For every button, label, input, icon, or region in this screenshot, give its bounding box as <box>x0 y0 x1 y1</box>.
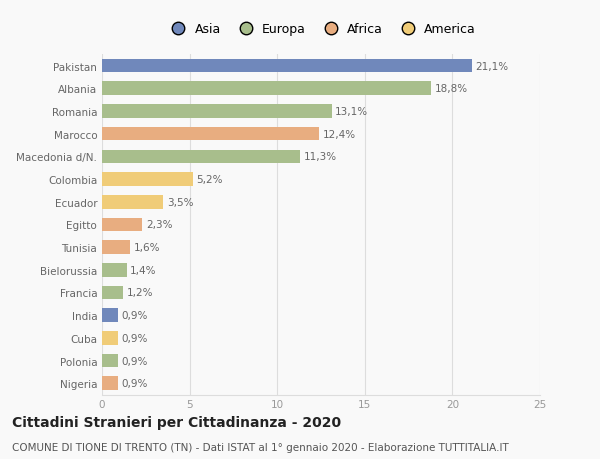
Bar <box>102 309 118 322</box>
Text: 0,9%: 0,9% <box>121 310 148 320</box>
Bar <box>102 196 163 209</box>
Text: 0,9%: 0,9% <box>121 333 148 343</box>
Bar <box>102 354 118 368</box>
Bar <box>102 218 142 232</box>
Bar <box>102 128 319 141</box>
Text: 13,1%: 13,1% <box>335 106 368 117</box>
Text: 21,1%: 21,1% <box>475 62 508 72</box>
Bar <box>102 241 130 254</box>
Text: 11,3%: 11,3% <box>304 152 337 162</box>
Bar <box>102 60 472 73</box>
Bar <box>102 105 332 118</box>
Bar <box>102 377 118 390</box>
Bar <box>102 173 193 186</box>
Text: 3,5%: 3,5% <box>167 197 193 207</box>
Text: COMUNE DI TIONE DI TRENTO (TN) - Dati ISTAT al 1° gennaio 2020 - Elaborazione TU: COMUNE DI TIONE DI TRENTO (TN) - Dati IS… <box>12 442 509 452</box>
Text: 1,2%: 1,2% <box>127 288 153 298</box>
Bar <box>102 331 118 345</box>
Text: 2,3%: 2,3% <box>146 220 172 230</box>
Text: 0,9%: 0,9% <box>121 356 148 366</box>
Text: Cittadini Stranieri per Cittadinanza - 2020: Cittadini Stranieri per Cittadinanza - 2… <box>12 415 341 429</box>
Text: 1,4%: 1,4% <box>130 265 157 275</box>
Text: 18,8%: 18,8% <box>435 84 468 94</box>
Bar <box>102 263 127 277</box>
Legend: Asia, Europa, Africa, America: Asia, Europa, Africa, America <box>163 21 479 39</box>
Bar <box>102 82 431 96</box>
Text: 5,2%: 5,2% <box>197 174 223 185</box>
Text: 0,9%: 0,9% <box>121 378 148 388</box>
Text: 12,4%: 12,4% <box>323 129 356 140</box>
Bar <box>102 150 300 164</box>
Text: 1,6%: 1,6% <box>134 242 160 252</box>
Bar <box>102 286 123 300</box>
